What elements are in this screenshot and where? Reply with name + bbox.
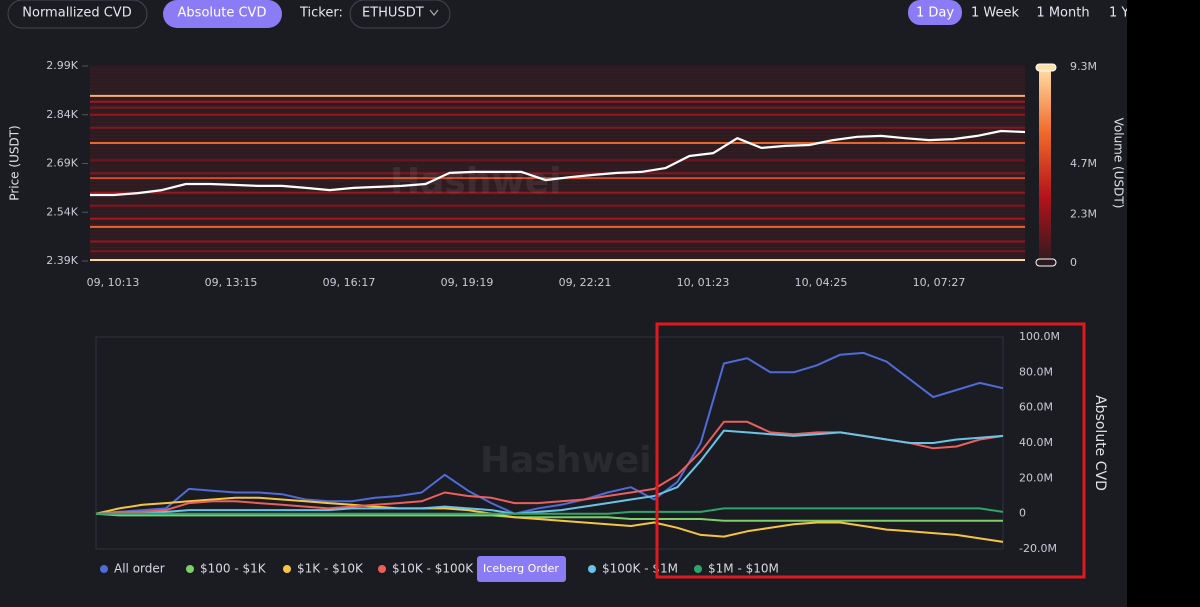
ticker-value[interactable]: ETHUSDT (362, 6, 424, 21)
legend-button[interactable] (477, 556, 566, 582)
x-tick-label: 09, 13:15 (205, 276, 258, 289)
colorbar-tick-label: 4.7M (1070, 157, 1097, 170)
x-tick-label: 09, 19:19 (441, 276, 494, 289)
y-tick-label: 100.0M (1019, 330, 1060, 343)
y-tick-label: 0 (1019, 507, 1026, 520)
cvd-line (96, 429, 1004, 515)
cvd-line (95, 351, 1004, 515)
legend-swatch (283, 565, 291, 573)
y-tick-label: 2.39K (46, 254, 78, 267)
tab-button-active[interactable] (163, 0, 282, 28)
dropdown-chevron (429, 9, 439, 16)
legend-swatch (694, 565, 702, 573)
colorbar-tick-label: 0 (1070, 256, 1077, 269)
colorbar-tick-label: 2.3M (1070, 208, 1097, 221)
y-tick-label: 20.0M (1019, 471, 1053, 484)
legend-swatch (186, 565, 194, 573)
x-tick-label: 10, 04:25 (795, 276, 848, 289)
y-axis-label: Absolute CVD (1092, 395, 1108, 491)
colorbar-handle[interactable] (1035, 258, 1057, 267)
cvd-line (95, 512, 1003, 522)
legend-swatch (588, 565, 596, 573)
range-label[interactable]: 1 Day (916, 6, 954, 21)
y-tick-label: 2.54K (46, 205, 78, 218)
x-tick-label: 10, 01:23 (677, 276, 730, 289)
colorbar (1039, 67, 1051, 263)
y-tick-label: -20.0M (1019, 542, 1057, 555)
legend-label[interactable]: All order (114, 562, 165, 576)
legend-label[interactable]: $10K - $100K (392, 562, 474, 576)
cvd-line (95, 496, 1004, 543)
plot-frame (95, 336, 1004, 550)
y-tick-label: 2.99K (46, 59, 78, 72)
watermark: Hashwei (480, 440, 652, 481)
highlight-box (655, 322, 1086, 579)
range-label[interactable]: 1 Y (1109, 6, 1129, 21)
range-label[interactable]: 1 Week (971, 6, 1019, 21)
tab-button[interactable] (7, 0, 148, 29)
colorbar-tick-label: 9.3M (1070, 60, 1097, 73)
cvd-line (96, 507, 1004, 515)
legend-swatch (100, 565, 108, 573)
y-axis-label: Price (USDT) (8, 125, 22, 200)
ticker-label: Ticker: (299, 6, 343, 21)
range-label[interactable]: 1 Month (1036, 6, 1089, 21)
legend-label[interactable]: $1K - $10K (297, 562, 364, 576)
y-tick-label: 80.0M (1019, 365, 1053, 378)
y-tick-label: 2.69K (46, 157, 78, 170)
x-tick-label: 09, 22:21 (559, 276, 612, 289)
x-tick-label: 10, 07:27 (913, 276, 966, 289)
y-tick-label: 2.84K (46, 108, 78, 121)
screen-edge (1127, 0, 1200, 607)
legend-label[interactable]: $100 - $1K (200, 562, 267, 576)
ticker-dropdown[interactable] (349, 0, 451, 29)
x-tick-label: 09, 10:13 (87, 276, 140, 289)
legend-swatch (378, 565, 386, 573)
watermark: Hashwei (390, 161, 562, 202)
legend-label[interactable]: $1M - $10M (708, 562, 779, 576)
colorbar-label: Volume (USDT) (1112, 118, 1126, 209)
x-tick-label: 09, 16:17 (323, 276, 376, 289)
legend-button-label[interactable]: Iceberg Order (483, 562, 559, 575)
y-tick-label: 60.0M (1019, 401, 1053, 414)
range-button-active[interactable] (908, 0, 962, 25)
legend-label[interactable]: $100K - $1M (602, 562, 678, 576)
tab-label[interactable]: Absolute CVD (178, 6, 267, 21)
tab-label[interactable]: Normallized CVD (22, 6, 131, 21)
price-line (90, 129, 1026, 197)
colorbar-handle[interactable] (1035, 63, 1057, 72)
y-tick-label: 40.0M (1019, 436, 1053, 449)
